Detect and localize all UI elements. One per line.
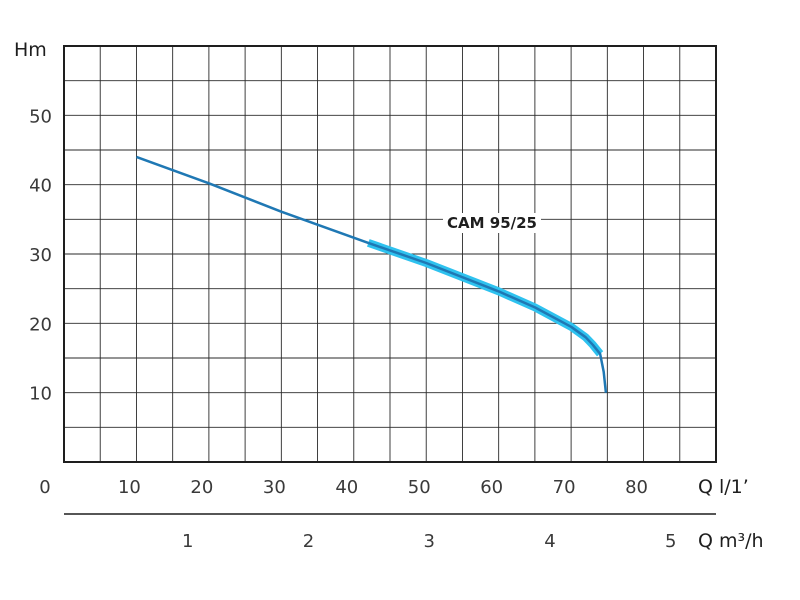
secondary-x-tick-label: 1 bbox=[182, 531, 193, 552]
secondary-x-tick-label: 2 bbox=[303, 531, 314, 552]
x-tick-label: 0 bbox=[39, 477, 50, 498]
x-tick-label: 70 bbox=[553, 477, 576, 498]
y-tick-label: 50 bbox=[29, 106, 52, 127]
secondary-x-axis-title: Q m³/h bbox=[698, 530, 764, 552]
x-tick-labels: 0 10 20 30 40 50 60 70 80 bbox=[39, 477, 648, 498]
secondary-x-tick-label: 4 bbox=[544, 531, 555, 552]
series-line bbox=[135, 155, 608, 393]
y-axis-title: Hm bbox=[14, 39, 47, 61]
x-tick-label: 80 bbox=[625, 477, 648, 498]
x-tick-label: 60 bbox=[480, 477, 503, 498]
x-tick-label: 30 bbox=[263, 477, 286, 498]
y-tick-label: 30 bbox=[29, 245, 52, 266]
series-label-background bbox=[443, 213, 541, 233]
y-tick-label: 40 bbox=[29, 176, 52, 197]
plot-frame bbox=[63, 45, 717, 463]
grid bbox=[64, 46, 716, 462]
series-highlight-band bbox=[366, 239, 604, 357]
x-tick-label: 50 bbox=[408, 477, 431, 498]
y-tick-label: 20 bbox=[29, 314, 52, 335]
x-tick-label: 40 bbox=[335, 477, 358, 498]
x-tick-label: 10 bbox=[118, 477, 141, 498]
secondary-x-tick-labels: 1 2 3 4 5 bbox=[182, 531, 676, 552]
secondary-x-tick-label: 3 bbox=[423, 531, 434, 552]
y-tick-labels: 10 20 30 40 50 bbox=[29, 106, 52, 404]
y-tick-label: 10 bbox=[29, 384, 52, 405]
x-tick-label: 20 bbox=[190, 477, 213, 498]
secondary-x-tick-label: 5 bbox=[665, 531, 676, 552]
series-label: CAM 95/25 bbox=[447, 214, 537, 232]
x-axis-title: Q l/1’ bbox=[698, 476, 749, 498]
series-layer bbox=[135, 155, 608, 393]
